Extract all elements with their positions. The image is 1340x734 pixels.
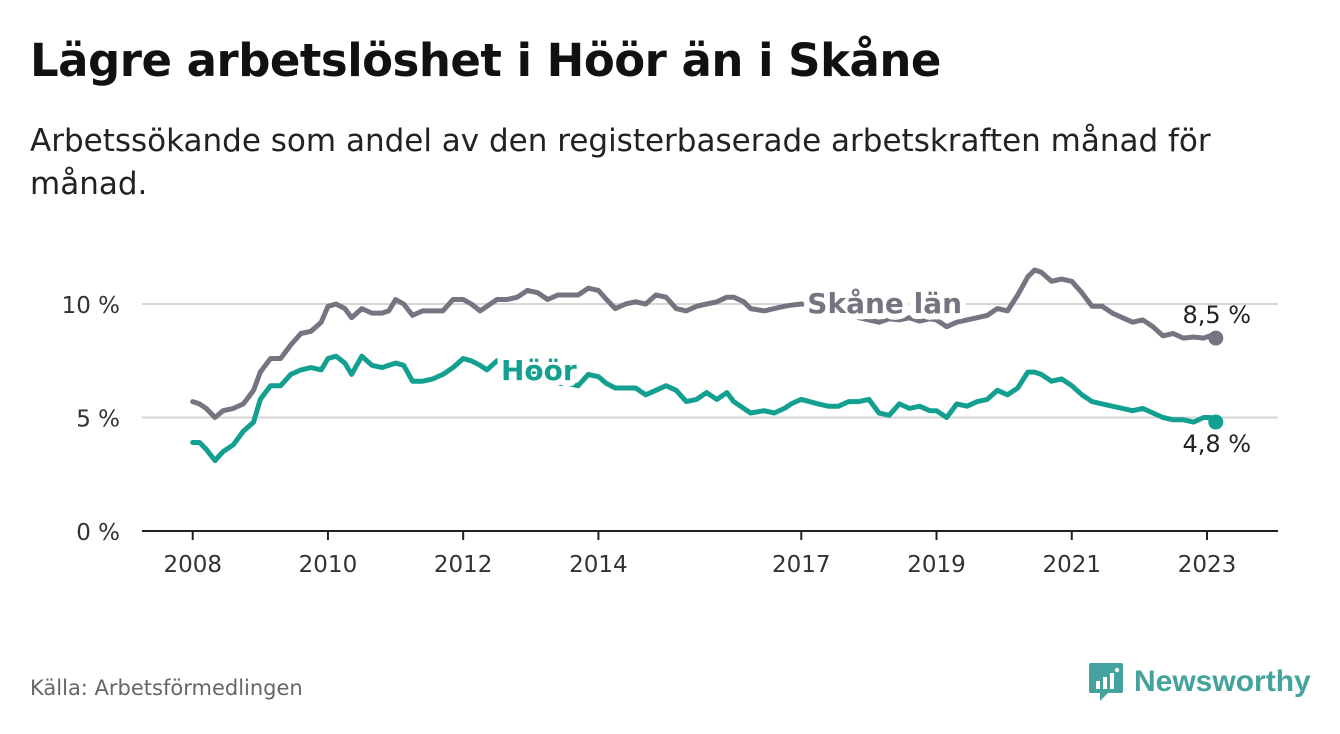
x-tick-label: 2021 — [1042, 552, 1101, 578]
axes — [142, 530, 1278, 540]
skane-series-line — [190, 267, 1219, 420]
x-tick-label: 2023 — [1178, 552, 1237, 578]
y-tick-label: 0 % — [76, 520, 120, 546]
newsworthy-logo-icon — [1089, 663, 1123, 701]
x-tick-label: 2012 — [434, 552, 493, 578]
labels: 0 % 5 % 10 % 2008 2010 2012 2014 2017 2019 2021 20… — [62, 281, 1252, 578]
x-tick-label: 2014 — [569, 552, 628, 578]
x-tick-label: 2008 — [163, 552, 222, 578]
chart-subtitle: Arbetssökande som andel av den registerb… — [30, 123, 1211, 202]
x-tick-label: 2019 — [907, 552, 966, 578]
hoor-series-label: Höör — [501, 354, 577, 387]
y-tick-label: 5 % — [76, 407, 120, 433]
skane-end-value-label: 8,5 % — [1182, 301, 1251, 329]
grid-lines — [142, 303, 1278, 419]
x-tick-label: 2010 — [299, 552, 358, 578]
y-tick-label: 10 % — [62, 293, 120, 319]
skane-series-label: Skåne län — [807, 287, 962, 320]
hoor-end-value-label: 4,8 % — [1182, 430, 1251, 458]
x-tick-label: 2017 — [772, 552, 831, 578]
hoor-end-point — [1208, 414, 1224, 430]
hoor-label-halo: Höör — [501, 354, 577, 387]
chart-title: Lägre arbetslöshet i Höör än i Skåne — [30, 34, 941, 87]
source-note: Källa: Arbetsförmedlingen — [30, 676, 303, 700]
skane-end-point — [1208, 330, 1224, 346]
hoor-series-line — [190, 353, 1219, 464]
brand-name: Newsworthy — [1134, 665, 1311, 698]
series-lines — [190, 267, 1224, 464]
skane-label-halo: Skåne län — [807, 287, 962, 320]
brand-logo: Newsworthy — [1088, 660, 1311, 704]
